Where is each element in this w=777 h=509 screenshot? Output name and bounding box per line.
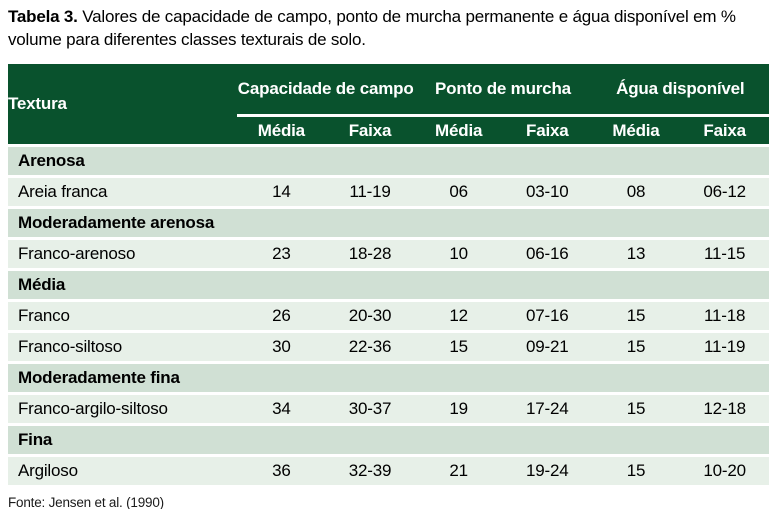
value-cell: 22-36 [325,333,415,361]
value-cell: 11-18 [680,302,769,330]
column-header-media-capacidade: Média [237,117,326,144]
value-cell: 08 [591,178,681,206]
table-caption-label: Tabela 3. [8,7,78,26]
column-header-textura: Textura [8,64,237,144]
value-cell: 23 [237,240,326,268]
value-cell: 11-19 [680,333,769,361]
category-label: Fina [8,426,769,454]
category-label: Média [8,271,769,299]
value-cell: 11-15 [680,240,769,268]
category-label: Moderadamente fina [8,364,769,392]
table-row-franco-argilo-siltoso: Franco-argilo-siltoso 34 30-37 19 17-24 … [8,395,769,423]
category-label: Moderadamente arenosa [8,209,769,237]
table-caption-text: Valores de capacidade de campo, ponto de… [8,7,736,49]
value-cell: 03-10 [502,178,592,206]
value-cell: 10 [414,240,503,268]
table-row-franco-siltoso: Franco-siltoso 30 22-36 15 09-21 15 11-1… [8,333,769,361]
value-cell: 21 [414,457,503,485]
value-cell: 15 [414,333,503,361]
column-header-media-murcha: Média [414,117,503,144]
soil-texture-table: Textura Capacidade de campo Ponto de mur… [8,61,769,488]
column-header-media-agua: Média [591,117,681,144]
value-cell: 12 [414,302,503,330]
table-row-franco-arenoso: Franco-arenoso 23 18-28 10 06-16 13 11-1… [8,240,769,268]
category-label: Arenosa [8,147,769,175]
value-cell: 09-21 [502,333,592,361]
value-cell: 15 [591,302,681,330]
value-cell: 07-16 [502,302,592,330]
value-cell: 18-28 [325,240,415,268]
column-group-ponto-de-murcha: Ponto de murcha [414,64,592,114]
texture-cell: Franco-siltoso [8,333,237,361]
table-row-argiloso: Argiloso 36 32-39 21 19-24 15 10-20 [8,457,769,485]
value-cell: 15 [591,333,681,361]
table-body: Arenosa Areia franca 14 11-19 06 03-10 0… [8,147,769,485]
value-cell: 14 [237,178,326,206]
column-header-faixa-murcha: Faixa [502,117,592,144]
value-cell: 17-24 [502,395,592,423]
value-cell: 36 [237,457,326,485]
column-group-agua-disponivel: Água disponível [591,64,769,114]
value-cell: 26 [237,302,326,330]
value-cell: 15 [591,395,681,423]
table-caption: Tabela 3. Valores de capacidade de campo… [8,5,771,51]
table-row-areia-franca: Areia franca 14 11-19 06 03-10 08 06-12 [8,178,769,206]
table-source: Fonte: Jensen et al. (1990) [8,495,164,509]
value-cell: 11-19 [325,178,415,206]
value-cell: 19 [414,395,503,423]
table-header: Textura Capacidade de campo Ponto de mur… [8,64,769,144]
value-cell: 30-37 [325,395,415,423]
texture-cell: Argiloso [8,457,237,485]
column-group-capacidade-de-campo: Capacidade de campo [237,64,415,114]
value-cell: 12-18 [680,395,769,423]
category-row-moderadamente-fina: Moderadamente fina [8,364,769,392]
value-cell: 32-39 [325,457,415,485]
category-row-media: Média [8,271,769,299]
value-cell: 15 [591,457,681,485]
column-header-faixa-capacidade: Faixa [325,117,415,144]
value-cell: 30 [237,333,326,361]
texture-cell: Franco [8,302,237,330]
category-row-fina: Fina [8,426,769,454]
column-header-faixa-agua: Faixa [680,117,769,144]
value-cell: 10-20 [680,457,769,485]
value-cell: 19-24 [502,457,592,485]
value-cell: 06 [414,178,503,206]
texture-cell: Franco-argilo-siltoso [8,395,237,423]
value-cell: 06-16 [502,240,592,268]
value-cell: 06-12 [680,178,769,206]
value-cell: 34 [237,395,326,423]
value-cell: 20-30 [325,302,415,330]
texture-cell: Areia franca [8,178,237,206]
table-row-franco: Franco 26 20-30 12 07-16 15 11-18 [8,302,769,330]
category-row-arenosa: Arenosa [8,147,769,175]
group-header-row: Textura Capacidade de campo Ponto de mur… [8,64,769,144]
value-cell: 13 [591,240,681,268]
sub-header-row: Média Faixa Média Faixa Média Faixa [8,117,769,144]
texture-cell: Franco-arenoso [8,240,237,268]
category-row-moderadamente-arenosa: Moderadamente arenosa [8,209,769,237]
